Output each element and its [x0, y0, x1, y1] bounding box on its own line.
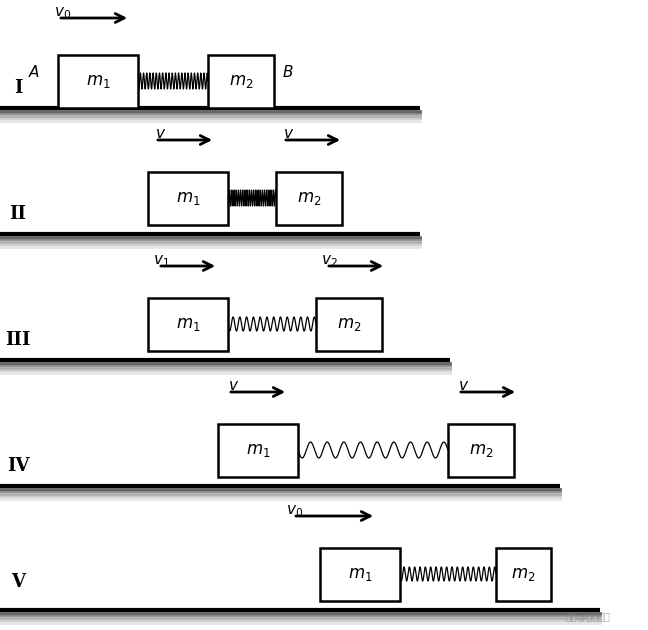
FancyBboxPatch shape [218, 424, 298, 477]
Text: $v_2$: $v_2$ [321, 253, 338, 269]
Text: $m_2$: $m_2$ [297, 190, 321, 207]
Text: $v_0$: $v_0$ [54, 5, 71, 21]
Text: II: II [10, 205, 27, 223]
Text: IV: IV [6, 457, 29, 475]
Text: $v_0$: $v_0$ [286, 503, 303, 518]
Text: V: V [11, 573, 25, 591]
Text: $v$: $v$ [283, 127, 294, 141]
Text: $v$: $v$ [458, 379, 469, 393]
Text: $m_2$: $m_2$ [337, 316, 361, 333]
Text: $m_1$: $m_1$ [176, 316, 200, 333]
FancyBboxPatch shape [316, 298, 382, 351]
Text: $m_2$: $m_2$ [469, 442, 493, 459]
Text: $m_2$: $m_2$ [229, 73, 253, 90]
FancyBboxPatch shape [148, 172, 228, 225]
FancyBboxPatch shape [148, 298, 228, 351]
Text: $m_1$: $m_1$ [176, 190, 200, 207]
FancyBboxPatch shape [208, 55, 274, 108]
Text: I: I [14, 79, 22, 97]
FancyBboxPatch shape [58, 55, 138, 108]
Text: $v$: $v$ [155, 127, 167, 141]
FancyBboxPatch shape [448, 424, 514, 477]
Text: 头条@小牛物理: 头条@小牛物理 [566, 612, 610, 622]
FancyBboxPatch shape [320, 548, 400, 601]
Text: $m_1$: $m_1$ [348, 566, 373, 583]
Text: $v_1$: $v_1$ [153, 253, 170, 269]
Text: $m_1$: $m_1$ [246, 442, 270, 459]
FancyBboxPatch shape [276, 172, 342, 225]
Text: $v$: $v$ [228, 379, 239, 393]
Text: $m_1$: $m_1$ [86, 73, 110, 90]
Text: $A$: $A$ [28, 64, 40, 80]
Text: III: III [5, 331, 30, 349]
Text: $m_2$: $m_2$ [511, 566, 536, 583]
FancyBboxPatch shape [496, 548, 551, 601]
Text: $B$: $B$ [283, 64, 294, 80]
